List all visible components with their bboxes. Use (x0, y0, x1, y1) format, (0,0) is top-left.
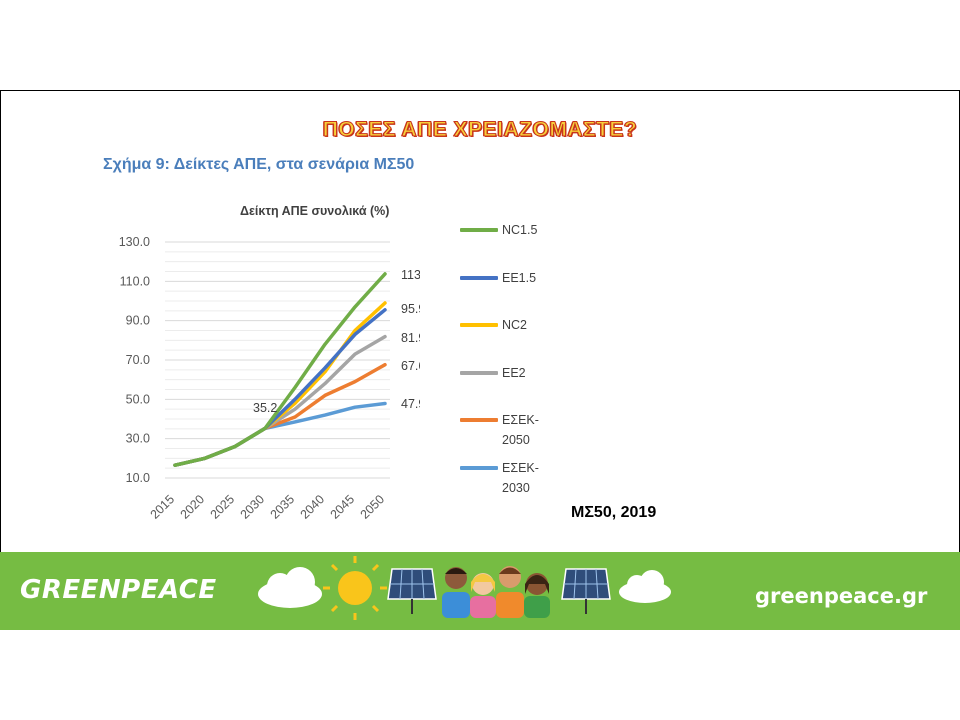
data-label: 95.9 (401, 302, 420, 316)
y-tick-label: 110.0 (120, 274, 150, 288)
x-tick-label: 2020 (178, 492, 208, 522)
solar-panel-icon (561, 568, 611, 614)
y-tick-label: 50.0 (126, 392, 150, 406)
chart-title: Δείκτη ΑΠΕ συνολικά (%) (240, 204, 390, 218)
legend-swatch (460, 371, 498, 375)
solar-panel-icon (387, 568, 437, 614)
slide-frame (0, 90, 960, 553)
legend-swatch (460, 323, 498, 327)
data-label: 113.8 (401, 268, 420, 282)
series-line-ee2 (173, 334, 387, 467)
x-tick-label: 2035 (268, 492, 298, 522)
series-line-nc1-5 (173, 272, 387, 467)
legend-swatch (460, 228, 498, 232)
legend-label: EE2 (502, 366, 526, 380)
y-tick-label: 70.0 (126, 353, 150, 367)
legend-label: ΕΣΕΚ-​2050 (502, 413, 539, 447)
sun-icon (323, 556, 387, 620)
legend-label: EE1.5 (502, 271, 537, 285)
data-label: 47.9 (401, 397, 420, 411)
source-label: ΜΣ50, 2019 (571, 504, 657, 521)
data-label: 67.6 (401, 359, 420, 373)
y-tick-label: 10.0 (126, 471, 150, 485)
footer-illustration (258, 556, 671, 620)
people-illustration (442, 566, 550, 618)
data-label: 81.9 (401, 331, 420, 345)
headline: ΠΟΣΕΣ ΑΠΕ ΧΡΕΙΑΖΟΜΑΣΤΕ? (322, 118, 638, 142)
x-tick-label: 2040 (298, 492, 328, 522)
data-label: 35.2 (253, 401, 277, 415)
legend-swatch (460, 276, 498, 280)
cloud-icon (258, 567, 322, 608)
legend-label: NC2 (502, 318, 528, 332)
y-tick-label: 30.0 (126, 432, 150, 446)
legend-swatch (460, 466, 498, 470)
x-tick-label: 2025 (208, 492, 238, 522)
legend-swatch (460, 418, 498, 422)
footer-url: greenpeace.gr (755, 584, 928, 608)
x-tick-label: 2050 (358, 492, 388, 522)
chart-legend: NC1.5 EE1.5 NC2 EE2 ΕΣΕΚ-​2050 ΕΣΕΚ-​2030 (460, 0, 580, 560)
y-tick-label: 90.0 (126, 314, 150, 328)
legend-label: NC1.5 (502, 223, 538, 237)
y-tick-label: 130.0 (119, 235, 150, 249)
x-tick-label: 2015 (148, 492, 178, 522)
x-tick-label: 2045 (328, 492, 358, 522)
greenpeace-logo: GREENPEACE (20, 575, 217, 605)
figure-subtitle: Σχήμα 9: Δείκτες ΑΠΕ, στα σενάρια ΜΣ50 (103, 156, 415, 173)
x-tick-label: 2030 (238, 492, 268, 522)
legend-label: ΕΣΕΚ-​2030 (502, 461, 539, 495)
cloud-icon (619, 570, 671, 603)
